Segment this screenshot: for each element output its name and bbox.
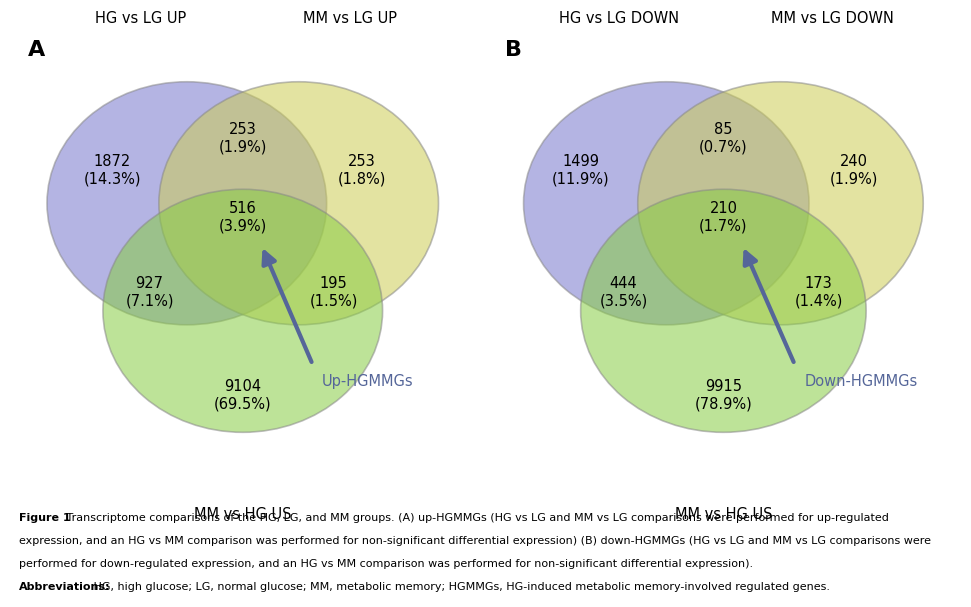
- Text: 173
(1.4%): 173 (1.4%): [794, 276, 843, 308]
- Text: MM vs HG US: MM vs HG US: [675, 507, 772, 522]
- Text: expression, and an HG vs MM comparison was performed for non-significant differe: expression, and an HG vs MM comparison w…: [19, 536, 931, 546]
- Text: 195
(1.5%): 195 (1.5%): [310, 276, 358, 308]
- Text: 9104
(69.5%): 9104 (69.5%): [214, 379, 272, 411]
- Text: 927
(7.1%): 927 (7.1%): [125, 276, 174, 308]
- Ellipse shape: [638, 82, 923, 325]
- Text: 253
(1.9%): 253 (1.9%): [218, 121, 267, 154]
- Text: 1872
(14.3%): 1872 (14.3%): [84, 154, 141, 187]
- Text: 253
(1.8%): 253 (1.8%): [337, 154, 385, 187]
- Text: Transcriptome comparisons of the HG, LG, and MM groups. (A) up-HGMMGs (HG vs LG : Transcriptome comparisons of the HG, LG,…: [63, 513, 889, 523]
- Text: 1499
(11.9%): 1499 (11.9%): [552, 154, 610, 187]
- Text: Up-HGMMGs: Up-HGMMGs: [322, 374, 414, 389]
- Text: Down-HGMMGs: Down-HGMMGs: [804, 374, 918, 389]
- Text: Figure 1: Figure 1: [19, 513, 71, 523]
- Text: 240
(1.9%): 240 (1.9%): [830, 154, 879, 187]
- Ellipse shape: [47, 82, 326, 325]
- Text: A: A: [28, 39, 46, 59]
- Text: MM vs LG UP: MM vs LG UP: [303, 11, 397, 25]
- Text: B: B: [505, 39, 521, 59]
- Text: MM vs LG DOWN: MM vs LG DOWN: [771, 11, 894, 25]
- Text: HG vs LG UP: HG vs LG UP: [94, 11, 185, 25]
- Text: 444
(3.5%): 444 (3.5%): [599, 276, 648, 308]
- Ellipse shape: [581, 189, 866, 432]
- Text: Abbreviations:: Abbreviations:: [19, 582, 111, 592]
- Ellipse shape: [103, 189, 383, 432]
- Text: 85
(0.7%): 85 (0.7%): [699, 121, 748, 154]
- Text: HG vs LG DOWN: HG vs LG DOWN: [558, 11, 679, 25]
- Text: HG, high glucose; LG, normal glucose; MM, metabolic memory; HGMMGs, HG-induced m: HG, high glucose; LG, normal glucose; MM…: [90, 582, 830, 592]
- Text: performed for down-regulated expression, and an HG vs MM comparison was performe: performed for down-regulated expression,…: [19, 559, 753, 569]
- Text: 210
(1.7%): 210 (1.7%): [699, 201, 748, 234]
- Ellipse shape: [523, 82, 809, 325]
- Ellipse shape: [159, 82, 439, 325]
- Text: 9915
(78.9%): 9915 (78.9%): [694, 379, 753, 411]
- Text: 516
(3.9%): 516 (3.9%): [218, 201, 267, 234]
- Text: MM vs HG US: MM vs HG US: [194, 507, 291, 522]
